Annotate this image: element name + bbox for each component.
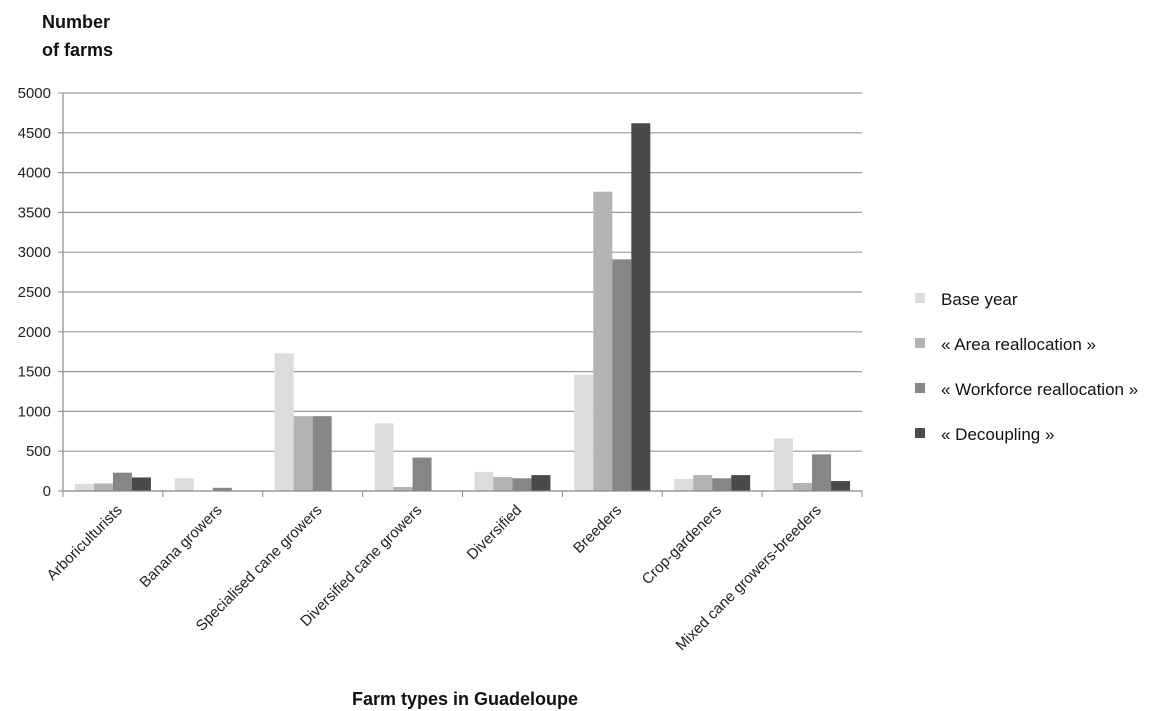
y-tick-label: 2500 (18, 284, 51, 301)
bar (212, 487, 232, 491)
y-tick-label: 500 (26, 443, 51, 460)
y-tick-label: 1000 (18, 403, 51, 420)
legend-label: « Workforce reallocation » (941, 380, 1138, 399)
x-tick-label: Banana growers (136, 502, 225, 591)
x-axis-ticks: Arboriculturists Banana growersSpecialise… (44, 491, 863, 654)
bars (74, 123, 851, 492)
y-tick-label: 1500 (18, 364, 51, 381)
y-tick-label: 5000 (18, 85, 51, 102)
x-axis-label: Farm types in Guadeloupe (352, 689, 578, 709)
bar (131, 477, 151, 491)
bar (693, 475, 713, 491)
bar (593, 191, 613, 492)
bar (393, 487, 413, 491)
bar (93, 483, 113, 491)
bar (293, 416, 313, 491)
legend-swatch (915, 383, 925, 393)
y-tick-label: 3500 (18, 204, 51, 221)
legend-swatch (915, 428, 925, 438)
x-tick-label: Arboriculturists (44, 502, 126, 584)
y-tick-label: 0 (43, 483, 51, 500)
y-axis-label-line2: of farms (42, 40, 113, 60)
y-tick-label: 3000 (18, 244, 51, 261)
bar (531, 475, 551, 491)
bar (412, 457, 432, 491)
bar (274, 353, 294, 491)
x-tick-label: Crop-gardeners (639, 502, 725, 588)
legend-label: « Area reallocation » (941, 335, 1096, 354)
y-tick-label: 2000 (18, 324, 51, 341)
y-tick-label: 4500 (18, 125, 51, 142)
bar (812, 454, 832, 491)
legend-swatch (915, 338, 925, 348)
bar (74, 483, 94, 491)
bar (674, 479, 694, 491)
bar (512, 478, 532, 491)
bar (774, 438, 794, 491)
y-axis-label-line1: Number (42, 12, 110, 32)
bar (374, 423, 394, 491)
bar (731, 475, 751, 491)
bar (793, 483, 813, 491)
legend: Base year « Area reallocation » « Workforc… (915, 290, 1138, 444)
x-tick-label: Diversified (464, 502, 526, 564)
bar (474, 471, 494, 491)
bar (574, 374, 594, 491)
bar (112, 472, 132, 491)
bar (712, 478, 732, 491)
bar (312, 416, 332, 491)
bar (831, 481, 851, 491)
gridlines (63, 92, 862, 452)
legend-label: « Decoupling » (941, 425, 1054, 444)
y-tick-label: 4000 (18, 165, 51, 182)
bar (174, 478, 194, 491)
bar (612, 259, 632, 491)
bar (631, 123, 651, 492)
y-axis-ticks: 0 500 1000 1500 2000 2500 3000 3500 4000 4500 5000 (18, 85, 63, 500)
legend-swatch (915, 293, 925, 303)
legend-label: Base year (941, 290, 1018, 309)
x-tick-label: Breeders (570, 502, 625, 557)
bar (493, 477, 513, 491)
